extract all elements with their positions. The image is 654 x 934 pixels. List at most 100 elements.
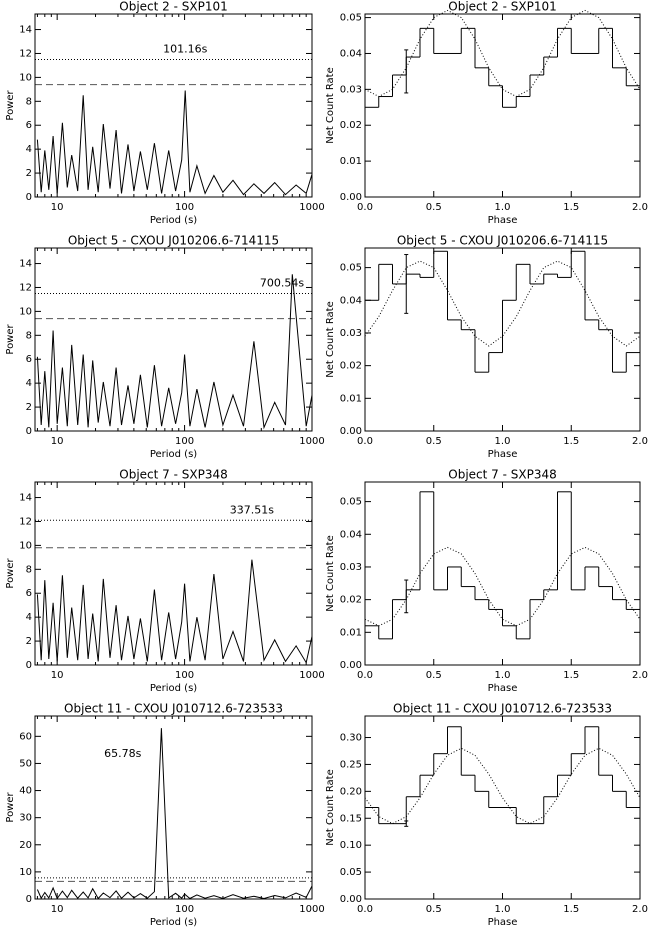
- y-tick-label: 8: [26, 330, 32, 341]
- x-tick-label: 1.0: [495, 436, 511, 447]
- x-tick-label: 100: [175, 436, 194, 447]
- x-tick-label: 0.0: [357, 670, 373, 681]
- y-tick-label: 2: [26, 636, 32, 647]
- y-tick-label: 0.00: [340, 660, 362, 671]
- y-tick-label: 30: [19, 813, 32, 824]
- y-tick-label: 0.01: [340, 627, 362, 638]
- y-tick-label: 14: [19, 259, 32, 270]
- y-tick-label: 0: [26, 660, 32, 671]
- y-tick-label: 0.04: [340, 529, 362, 540]
- x-tick-label: 0.5: [426, 436, 442, 447]
- plot-frame: [364, 13, 641, 198]
- y-axis-label: Net Count Rate: [325, 769, 336, 846]
- x-tick-label: 0.0: [357, 202, 373, 213]
- y-tick-label: 0.00: [340, 894, 362, 905]
- x-tick-label: 1.5: [563, 436, 579, 447]
- peak-annotation: 65.78s: [104, 747, 141, 760]
- x-tick-label: 0.5: [426, 202, 442, 213]
- y-tick-label: 4: [26, 612, 32, 623]
- x-tick-label: 2.0: [632, 670, 648, 681]
- x-tick-label: 1.5: [563, 670, 579, 681]
- y-tick-label: 12: [19, 282, 32, 293]
- y-tick-label: 6: [26, 354, 32, 365]
- y-tick-label: 8: [26, 96, 32, 107]
- x-tick-label: 1000: [299, 436, 324, 447]
- y-tick-label: 4: [26, 378, 32, 389]
- y-tick-label: 0.10: [340, 840, 362, 851]
- fit-curve: [364, 260, 641, 347]
- y-tick-label: 2: [26, 168, 32, 179]
- y-tick-label: 0.03: [340, 328, 362, 339]
- x-tick-label: 1.0: [495, 202, 511, 213]
- x-axis-label: Period (s): [150, 449, 197, 460]
- x-tick-label: 1.0: [495, 670, 511, 681]
- panel-title: Object 2 - SXP101: [119, 0, 227, 14]
- y-tick-label: 0: [26, 192, 32, 203]
- x-tick-label: 2.0: [632, 202, 648, 213]
- y-tick-label: 0.04: [340, 295, 362, 306]
- y-tick-label: 10: [19, 72, 32, 83]
- y-tick-label: 6: [26, 588, 32, 599]
- y-tick-label: 0.30: [340, 733, 362, 744]
- y-tick-label: 2: [26, 402, 32, 413]
- x-tick-label: 1000: [299, 202, 324, 213]
- y-tick-label: 0.02: [340, 595, 362, 606]
- y-tick-label: 0.20: [340, 786, 362, 797]
- x-axis-label: Phase: [488, 683, 518, 694]
- peak-annotation: 101.16s: [163, 42, 207, 55]
- y-tick-label: 0.01: [340, 393, 362, 404]
- y-tick-label: 20: [19, 840, 32, 851]
- panel-title: Object 7 - SXP348: [448, 468, 556, 482]
- y-tick-label: 14: [19, 493, 32, 504]
- y-tick-label: 12: [19, 48, 32, 59]
- x-tick-label: 100: [175, 202, 194, 213]
- y-tick-label: 0.01: [340, 156, 362, 167]
- x-tick-label: 10: [51, 202, 64, 213]
- x-tick-label: 1000: [299, 904, 324, 915]
- periodogram-line: [36, 274, 313, 430]
- y-tick-label: 10: [19, 867, 32, 878]
- plot-frame: [364, 247, 641, 432]
- y-tick-label: 0.04: [340, 48, 362, 59]
- y-tick-label: 12: [19, 516, 32, 527]
- y-tick-label: 0: [26, 426, 32, 437]
- plot-frame: [34, 247, 313, 432]
- y-axis-label: Power: [5, 557, 16, 588]
- y-tick-label: 10: [19, 540, 32, 551]
- x-tick-label: 10: [51, 904, 64, 915]
- x-tick-label: 10: [51, 670, 64, 681]
- x-tick-label: 100: [175, 670, 194, 681]
- y-tick-label: 50: [19, 758, 32, 769]
- y-tick-label: 0.05: [340, 867, 362, 878]
- panel-title: Object 11 - CXOU J010712.6-723533: [393, 702, 612, 716]
- x-tick-label: 0.5: [426, 670, 442, 681]
- y-tick-label: 0.15: [340, 813, 362, 824]
- y-tick-label: 0: [26, 894, 32, 905]
- x-tick-label: 0.0: [357, 436, 373, 447]
- x-axis-label: Phase: [488, 215, 518, 226]
- periodogram-line: [36, 728, 313, 900]
- x-tick-label: 10: [51, 436, 64, 447]
- panel-title: Object 5 - CXOU J010206.6-714115: [397, 234, 608, 248]
- peak-annotation: 700.54s: [260, 276, 304, 289]
- panel-title: Object 2 - SXP101: [448, 0, 556, 14]
- y-axis-label: Net Count Rate: [325, 535, 336, 612]
- y-tick-label: 10: [19, 306, 32, 317]
- x-tick-label: 2.0: [632, 904, 648, 915]
- y-tick-label: 0.03: [340, 84, 362, 95]
- x-axis-label: Period (s): [150, 683, 197, 694]
- panel-title: Object 5 - CXOU J010206.6-714115: [68, 234, 279, 248]
- y-tick-label: 14: [19, 25, 32, 36]
- x-tick-label: 1.5: [563, 202, 579, 213]
- y-tick-label: 60: [19, 731, 32, 742]
- plot-frame: [364, 481, 641, 666]
- x-tick-label: 0.5: [426, 904, 442, 915]
- y-tick-label: 8: [26, 564, 32, 575]
- y-tick-label: 0.05: [340, 497, 362, 508]
- peak-annotation: 337.51s: [230, 503, 274, 516]
- x-axis-label: Phase: [488, 449, 518, 460]
- x-axis-label: Period (s): [150, 917, 197, 928]
- x-tick-label: 1000: [299, 670, 324, 681]
- x-tick-label: 1.5: [563, 904, 579, 915]
